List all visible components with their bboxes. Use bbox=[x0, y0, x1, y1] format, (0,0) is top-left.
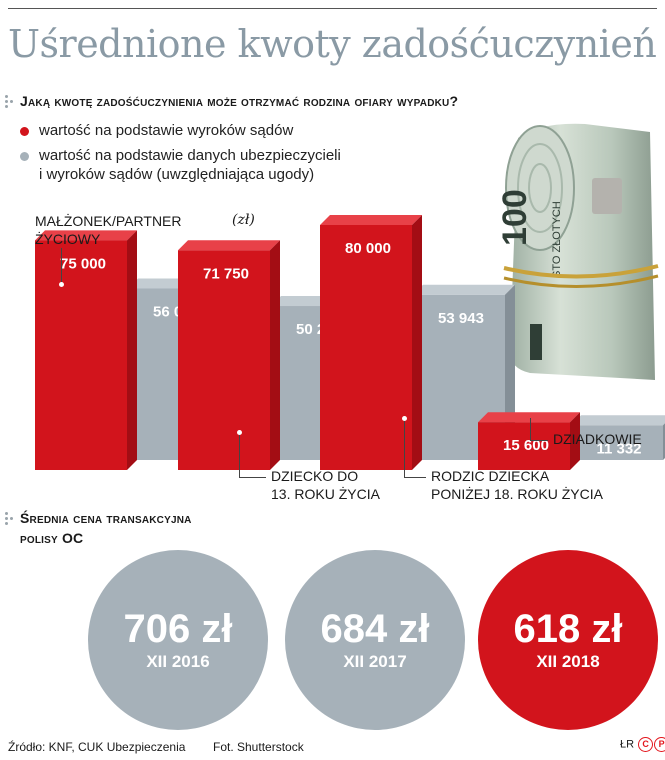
price-circle-2016: 706 zł XII 2016 bbox=[88, 550, 268, 730]
legend-label-red: wartość na podstawie wyroków sądów bbox=[39, 122, 294, 139]
leader-line-parent bbox=[404, 418, 405, 477]
top-rule bbox=[8, 8, 657, 9]
bar-grey-2-top bbox=[413, 284, 515, 295]
bar-red-3 bbox=[478, 422, 570, 470]
price-amount-2016: 706 zł bbox=[123, 607, 233, 651]
bar-red-2-side bbox=[412, 215, 422, 470]
leader-line-child-h bbox=[239, 477, 266, 478]
grey-dot-icon bbox=[20, 152, 29, 161]
leader-dot-partner bbox=[59, 282, 64, 287]
author-initials: ŁR bbox=[620, 738, 635, 751]
bar-red-3-side bbox=[570, 412, 580, 470]
bar-red-0-top bbox=[35, 230, 137, 241]
category-label-parent-line2: PONIŻEJ 18. ROKU ŻYCIA bbox=[431, 486, 603, 502]
bar-red-0-side bbox=[127, 230, 137, 470]
chart-question: Jaką kwotę zadośćuczynienia może otrzyma… bbox=[20, 93, 459, 109]
bar-grey-3-top bbox=[571, 415, 665, 426]
unit-label: (zł) bbox=[232, 212, 255, 228]
category-label-child: DZIECKO DO 13. ROKU ŻYCIA bbox=[271, 467, 380, 503]
bar-red-1-top bbox=[178, 240, 280, 251]
price-date-2016: XII 2016 bbox=[146, 652, 210, 671]
publisher-p-icon: P bbox=[654, 737, 665, 752]
bullet-dots-icon bbox=[5, 95, 13, 109]
category-label-grandparents: DZIADKOWIE bbox=[553, 430, 642, 448]
category-label-parent: RODZIC DZIECKA PONIŻEJ 18. ROKU ŻYCIA bbox=[431, 467, 603, 503]
svg-text:100: 100 bbox=[500, 189, 534, 246]
bar-red-2-value-label: 80 000 bbox=[345, 240, 391, 257]
category-label-parent-line1: RODZIC DZIECKA bbox=[431, 468, 550, 484]
bar-red-2-top bbox=[320, 215, 422, 225]
price-amount-2017: 684 zł bbox=[320, 607, 430, 651]
banknote-roll-icon: 100 STO ZŁOTYCH bbox=[500, 123, 659, 381]
legend-label-grey-line2: i wyroków sądów (uwzględniająca ugody) bbox=[39, 166, 315, 183]
page-title: Uśrednione kwoty zadośćuczynień bbox=[8, 22, 657, 66]
bar-red-1-side bbox=[270, 240, 280, 470]
leader-line-partner bbox=[61, 248, 62, 284]
price-date-2018: XII 2018 bbox=[536, 652, 600, 671]
bar-red-0 bbox=[35, 240, 127, 470]
bar-red-3-value-label: 15 600 bbox=[503, 437, 549, 454]
leader-line-parent-h bbox=[404, 477, 426, 478]
legend-label-grey-line1: wartość na podstawie danych ubezpieczyci… bbox=[39, 147, 341, 164]
bar-grey-2-value-label: 53 943 bbox=[438, 310, 484, 327]
bar-red-1 bbox=[178, 250, 270, 470]
bar-grey-3-value-label: 11 332 bbox=[596, 440, 641, 457]
leader-dot-parent bbox=[402, 416, 407, 421]
category-label-child-line1: DZIECKO DO bbox=[271, 468, 359, 484]
policy-heading-line1: Średnia cena transakcyjna bbox=[20, 510, 192, 526]
red-dot-icon bbox=[20, 127, 29, 136]
source-note: Źródło: KNF, CUK Ubezpieczenia bbox=[8, 740, 186, 754]
category-label-grandparents-line1: DZIADKOWIE bbox=[553, 431, 642, 447]
copyright-icon: C bbox=[638, 737, 654, 752]
category-label-partner-line2: ŻYCIOWY bbox=[35, 231, 101, 247]
policy-heading-line2: polisy OC bbox=[20, 530, 84, 546]
bar-red-1-value-label: 71 750 bbox=[203, 265, 249, 282]
bullet-dots-icon-2 bbox=[5, 512, 13, 526]
bar-red-2 bbox=[320, 225, 412, 470]
category-label-partner-line1: MAŁŻONEK/PARTNER bbox=[35, 213, 182, 229]
bar-grey-3 bbox=[571, 425, 663, 460]
category-label-child-line2: 13. ROKU ŻYCIA bbox=[271, 486, 380, 502]
bar-red-3-top bbox=[478, 412, 580, 423]
svg-text:STO ZŁOTYCH: STO ZŁOTYCH bbox=[551, 201, 563, 278]
photo-credit: Fot. Shutterstock bbox=[213, 740, 304, 754]
price-circle-2018: 618 zł XII 2018 bbox=[478, 550, 658, 730]
price-circle-2017: 684 zł XII 2017 bbox=[285, 550, 465, 730]
category-label-partner: MAŁŻONEK/PARTNER ŻYCIOWY bbox=[35, 212, 182, 248]
leader-line-grandparents bbox=[530, 418, 531, 440]
price-amount-2018: 618 zł bbox=[513, 607, 623, 651]
bar-red-0-value-label: 75 000 bbox=[60, 255, 106, 272]
leader-line-child bbox=[239, 432, 240, 477]
leader-dot-child bbox=[237, 430, 242, 435]
leader-line-grandparents-h bbox=[530, 440, 548, 441]
price-date-2017: XII 2017 bbox=[343, 652, 407, 671]
